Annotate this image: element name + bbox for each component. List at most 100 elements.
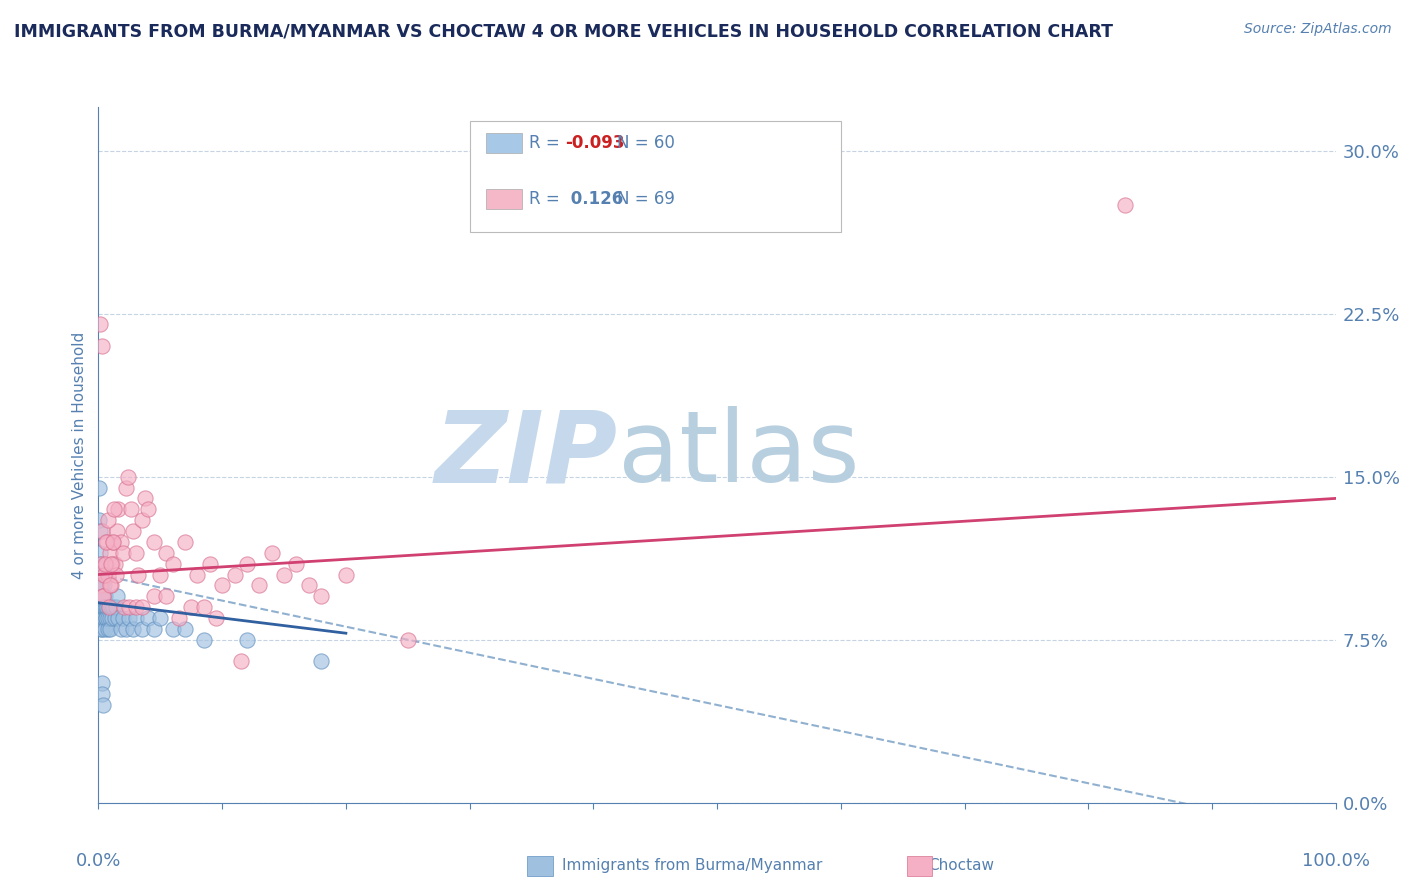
Point: [247, 578, 270, 592]
Text: Source: ZipAtlas.com: Source: ZipAtlas.com: [1244, 22, 1392, 37]
Point: [114, 481, 136, 495]
Point: [91, 524, 114, 538]
Point: [335, 567, 357, 582]
Point: [193, 600, 215, 615]
Point: [149, 567, 172, 582]
Point: [89, 600, 111, 615]
Point: [112, 546, 135, 560]
Point: [285, 557, 308, 571]
Point: [122, 622, 145, 636]
Point: [205, 611, 228, 625]
Point: [89, 513, 111, 527]
Point: [101, 535, 124, 549]
Point: [100, 578, 122, 592]
Point: [103, 557, 125, 571]
Text: ZIP: ZIP: [434, 407, 619, 503]
Point: [198, 557, 221, 571]
Point: [118, 611, 141, 625]
Point: [100, 557, 122, 571]
Point: [186, 567, 208, 582]
Point: [110, 535, 132, 549]
Point: [162, 557, 184, 571]
Point: [104, 567, 127, 582]
Point: [98, 578, 121, 592]
Point: [103, 611, 125, 625]
Point: [236, 632, 259, 647]
Point: [143, 589, 166, 603]
Point: [98, 611, 121, 625]
Point: [90, 557, 112, 571]
Point: [211, 578, 233, 592]
Point: [273, 567, 295, 582]
Point: [105, 589, 128, 603]
Point: [117, 469, 139, 483]
Point: [91, 698, 114, 712]
Point: [124, 611, 146, 625]
Text: Choctaw: Choctaw: [928, 858, 994, 872]
Point: [120, 502, 142, 516]
Point: [127, 567, 149, 582]
Text: R =: R =: [529, 190, 565, 208]
Point: [91, 589, 114, 603]
Point: [97, 600, 120, 615]
Point: [124, 600, 146, 615]
Point: [97, 611, 120, 625]
Point: [105, 524, 128, 538]
Point: [87, 589, 110, 603]
Point: [98, 622, 121, 636]
Point: [100, 600, 122, 615]
Point: [91, 622, 114, 636]
Point: [174, 535, 197, 549]
Point: [112, 600, 135, 615]
Point: [260, 546, 283, 560]
Text: atlas: atlas: [619, 407, 859, 503]
Point: [93, 589, 115, 603]
Point: [93, 578, 115, 592]
Point: [224, 567, 246, 582]
Text: 100.0%: 100.0%: [1302, 852, 1369, 870]
Point: [97, 513, 120, 527]
Point: [90, 557, 112, 571]
Point: [89, 611, 111, 625]
Text: 0.126: 0.126: [565, 190, 623, 208]
Point: [94, 600, 117, 615]
Point: [110, 622, 132, 636]
Point: [103, 600, 125, 615]
Point: [309, 589, 332, 603]
Point: [131, 622, 153, 636]
Point: [91, 611, 114, 625]
Point: [90, 676, 112, 690]
Point: [103, 535, 125, 549]
Point: [155, 546, 177, 560]
Point: [90, 622, 112, 636]
Point: [229, 655, 252, 669]
Point: [89, 578, 111, 592]
Point: [91, 589, 114, 603]
Point: [136, 502, 159, 516]
Point: [101, 611, 124, 625]
Point: [93, 611, 115, 625]
Point: [114, 622, 136, 636]
Point: [93, 567, 115, 582]
Text: -0.093: -0.093: [565, 135, 624, 153]
Point: [89, 524, 111, 538]
Point: [97, 600, 120, 615]
Point: [91, 687, 114, 701]
Point: [94, 557, 117, 571]
Text: IMMIGRANTS FROM BURMA/MYANMAR VS CHOCTAW 4 OR MORE VEHICLES IN HOUSEHOLD CORRELA: IMMIGRANTS FROM BURMA/MYANMAR VS CHOCTAW…: [14, 22, 1114, 40]
Point: [134, 491, 156, 506]
Point: [90, 611, 112, 625]
Point: [96, 611, 118, 625]
Point: [90, 600, 112, 615]
Point: [149, 611, 172, 625]
Point: [143, 622, 166, 636]
Point: [97, 622, 120, 636]
Point: [93, 589, 115, 603]
Point: [91, 600, 114, 615]
Point: [124, 546, 146, 560]
Point: [89, 318, 111, 332]
Point: [112, 611, 135, 625]
Point: [93, 600, 115, 615]
Point: [155, 589, 177, 603]
Point: [309, 655, 332, 669]
